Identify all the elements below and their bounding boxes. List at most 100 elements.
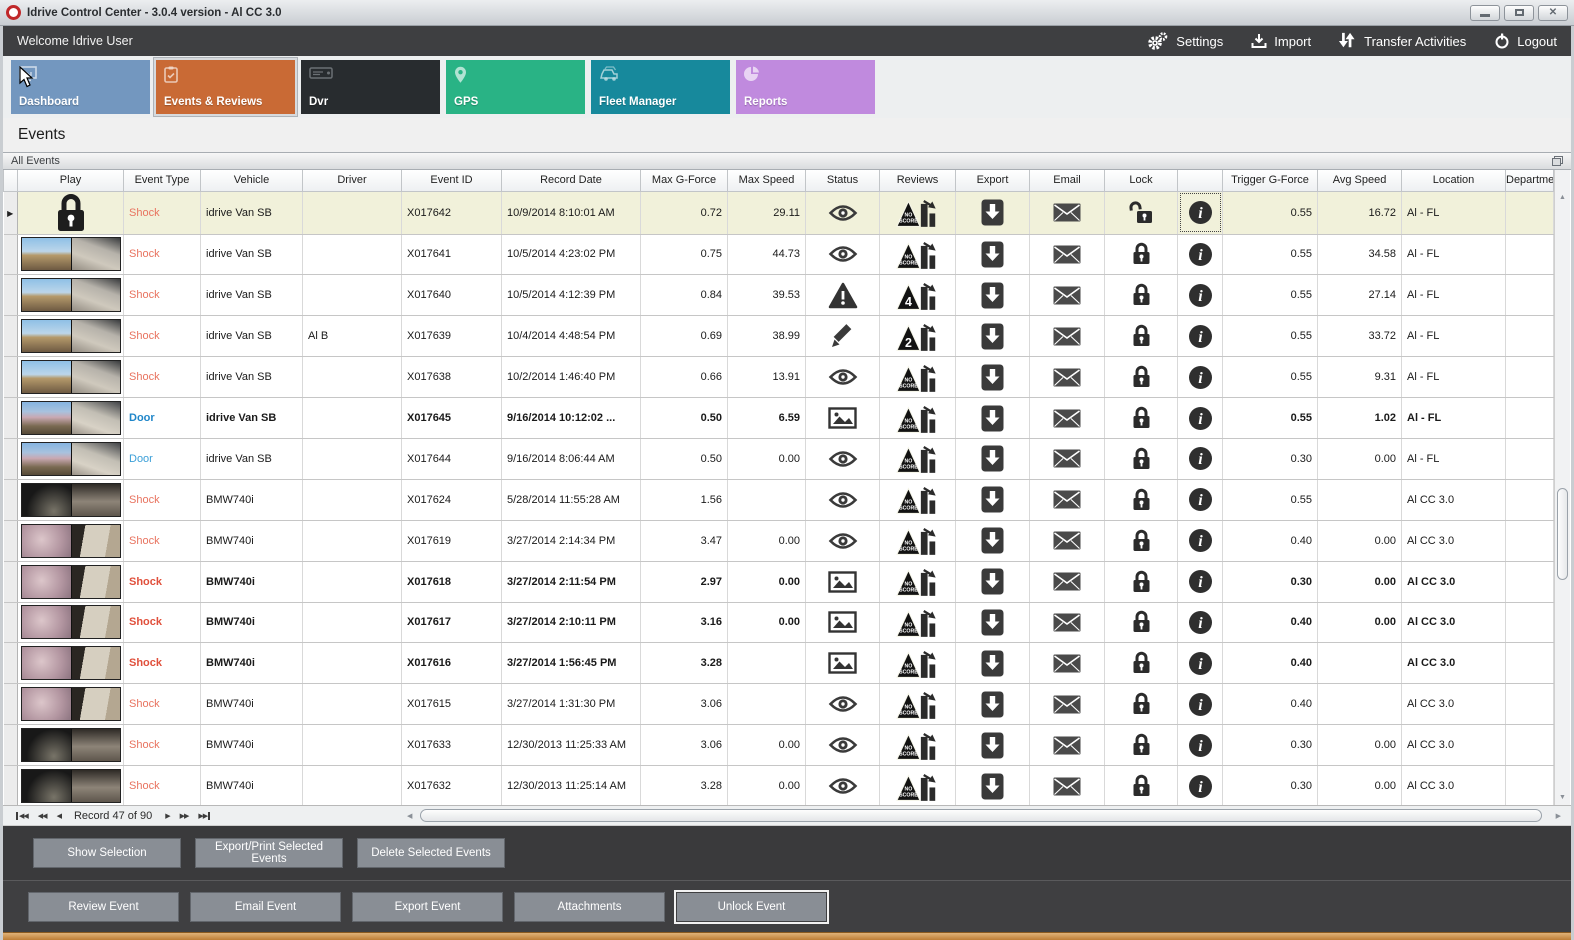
email-icon[interactable] (1030, 613, 1104, 632)
export-event-button[interactable]: Export Event (352, 891, 503, 922)
horizontal-scrollbar[interactable] (416, 809, 1551, 822)
column-header-status[interactable]: Status (805, 170, 880, 192)
email-icon[interactable] (1030, 654, 1104, 673)
export-download-icon[interactable] (956, 199, 1029, 226)
tab-fleet-manager[interactable]: Fleet Manager (591, 60, 730, 114)
export-print-selected-events-button[interactable]: Export/Print Selected Events (195, 838, 343, 868)
scroll-left-icon[interactable]: ◀ (407, 812, 413, 820)
locked-icon[interactable] (1105, 488, 1177, 512)
event-thumbnail[interactable] (21, 441, 121, 476)
import-button[interactable]: Import (1251, 33, 1311, 49)
export-download-icon[interactable] (956, 691, 1029, 718)
column-header-play[interactable]: Play (17, 170, 124, 192)
event-thumbnail[interactable] (21, 687, 121, 722)
info-icon[interactable]: i (1178, 528, 1222, 553)
eye-status-icon[interactable] (806, 203, 879, 223)
export-download-icon[interactable] (956, 609, 1029, 636)
table-row[interactable]: Door idrive Van SB X017645 9/16/2014 10:12:… (3, 397, 1554, 439)
eye-status-icon[interactable] (806, 735, 879, 755)
review-score-icon[interactable]: 2 (880, 321, 955, 352)
tab-reports[interactable]: Reports (736, 60, 875, 114)
locked-icon[interactable] (1105, 283, 1177, 307)
locked-icon[interactable] (1105, 610, 1177, 634)
next-record-button[interactable]: ▶ (165, 812, 170, 820)
review-score-icon[interactable]: NO SCORE (880, 730, 955, 761)
column-header-vehicle[interactable]: Vehicle (200, 170, 303, 192)
column-header-location[interactable]: Location (1401, 170, 1506, 192)
column-header-department[interactable]: Department (1505, 170, 1554, 192)
locked-icon[interactable] (1105, 651, 1177, 675)
export-download-icon[interactable] (956, 527, 1029, 554)
tab-gps[interactable]: GPS (446, 60, 585, 114)
column-header-max-speed[interactable]: Max Speed (727, 170, 806, 192)
column-header-record-date[interactable]: Record Date (501, 170, 641, 192)
export-download-icon[interactable] (956, 323, 1029, 350)
prev-record-button[interactable]: ◀ (56, 812, 62, 820)
info-icon[interactable]: i (1178, 569, 1222, 594)
eye-status-icon[interactable] (806, 490, 879, 510)
table-row[interactable]: Shock BMW740i X017624 5/28/2014 11:55:28 AM… (3, 479, 1554, 521)
column-header-export[interactable]: Export (955, 170, 1030, 192)
table-row[interactable]: Shock BMW740i X017616 3/27/2014 1:56:45 PM 3… (3, 642, 1554, 685)
export-download-icon[interactable] (956, 364, 1029, 391)
locked-icon[interactable] (1105, 365, 1177, 389)
info-icon[interactable]: i (1178, 242, 1222, 267)
export-download-icon[interactable] (956, 773, 1029, 800)
event-thumbnail[interactable] (21, 564, 121, 599)
locked-icon[interactable] (1105, 324, 1177, 348)
vertical-scrollbar[interactable]: ▲ ▼ (1554, 170, 1570, 805)
email-icon[interactable] (1030, 777, 1104, 796)
info-icon[interactable]: i (1178, 692, 1222, 717)
prev-page-button[interactable]: ◀◀ (37, 812, 48, 820)
column-header-max-g-force[interactable]: Max G-Force (640, 170, 728, 192)
vertical-scroll-thumb[interactable] (1557, 488, 1568, 580)
delete-selected-events-button[interactable]: Delete Selected Events (357, 838, 505, 868)
event-thumbnail[interactable] (21, 278, 121, 313)
attachments-button[interactable]: Attachments (514, 891, 665, 922)
unlocked-icon[interactable] (1105, 200, 1177, 225)
locked-icon[interactable] (1105, 570, 1177, 594)
locked-icon[interactable] (1105, 733, 1177, 757)
eye-status-icon[interactable] (806, 531, 879, 551)
table-row[interactable]: ▶ Shock idrive Van SB X017642 10/9/2014 8:10… (3, 191, 1554, 235)
column-header-email[interactable]: Email (1029, 170, 1105, 192)
email-icon[interactable] (1030, 695, 1104, 714)
eye-status-icon[interactable] (806, 449, 879, 469)
first-record-button[interactable]: ◀◀ (16, 811, 29, 820)
locked-icon[interactable] (1105, 529, 1177, 553)
eye-status-icon[interactable] (806, 694, 879, 714)
email-icon[interactable] (1030, 245, 1104, 264)
tab-events-reviews[interactable]: Events & Reviews (154, 58, 297, 116)
locked-icon[interactable] (1105, 692, 1177, 716)
export-download-icon[interactable] (956, 486, 1029, 513)
column-header-event-id[interactable]: Event ID (401, 170, 502, 192)
picture-status-icon[interactable] (806, 570, 879, 593)
review-score-icon[interactable]: NO SCORE (880, 484, 955, 515)
email-icon[interactable] (1030, 531, 1104, 550)
eye-status-icon[interactable] (806, 776, 879, 796)
table-row[interactable]: Shock BMW740i X017633 12/30/2013 11:25:33 A… (3, 724, 1554, 767)
locked-icon[interactable] (1105, 406, 1177, 430)
table-row[interactable]: Shock BMW740i X017617 3/27/2014 2:10:11 PM 3… (3, 602, 1554, 644)
table-row[interactable]: Shock BMW740i X017619 3/27/2014 2:14:34 PM 3… (3, 520, 1554, 562)
email-event-button[interactable]: Email Event (190, 891, 341, 922)
scroll-right-icon[interactable]: ▶ (1555, 812, 1561, 820)
info-icon[interactable]: i (1178, 283, 1222, 308)
review-event-button[interactable]: Review Event (28, 891, 179, 922)
eye-status-icon[interactable] (806, 244, 879, 264)
panel-restore-icon[interactable] (1552, 156, 1563, 166)
review-score-icon[interactable]: NO SCORE (880, 771, 955, 802)
info-icon[interactable]: i (1178, 446, 1222, 471)
event-thumbnail[interactable] (21, 237, 121, 272)
event-thumbnail[interactable] (21, 769, 121, 804)
event-thumbnail[interactable] (21, 605, 121, 640)
export-download-icon[interactable] (956, 241, 1029, 268)
event-thumbnail[interactable] (21, 401, 121, 435)
export-download-icon[interactable] (956, 282, 1029, 309)
review-score-icon[interactable]: NO SCORE (880, 689, 955, 720)
review-score-icon[interactable]: NO SCORE (880, 525, 955, 556)
review-score-icon[interactable]: 4 (880, 280, 955, 311)
table-row[interactable]: Door idrive Van SB X017644 9/16/2014 8:06:4… (3, 438, 1554, 480)
table-row[interactable]: Shock BMW740i X017618 3/27/2014 2:11:54 PM 2… (3, 561, 1554, 603)
column-header-lock[interactable]: Lock (1104, 170, 1178, 192)
